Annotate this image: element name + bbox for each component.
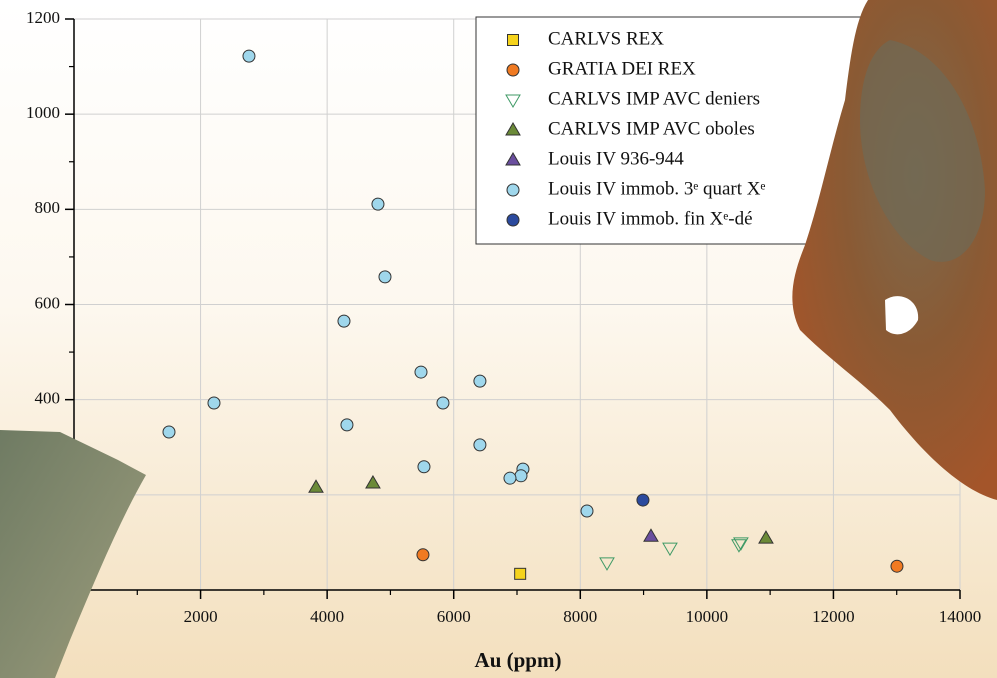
- point: [507, 34, 519, 46]
- point: [414, 365, 428, 379]
- x-axis-title: Au (ppm): [475, 648, 562, 672]
- x-tick-label: 2000: [184, 607, 218, 626]
- coin-relief: [860, 40, 985, 262]
- point: [643, 528, 659, 542]
- point: [417, 460, 431, 474]
- coin-fragment: [0, 430, 146, 678]
- point: [662, 542, 678, 557]
- point: [506, 183, 520, 197]
- x-tick-label: 8000: [563, 607, 597, 626]
- y-tick-label: 600: [35, 293, 61, 312]
- point: [580, 504, 594, 518]
- point: [371, 197, 385, 211]
- coin-hole: [885, 296, 919, 335]
- x-tick-label: 10000: [686, 607, 729, 626]
- y-tick-label: 800: [35, 198, 61, 217]
- point: [733, 537, 749, 551]
- point: [436, 396, 450, 410]
- point: [731, 539, 747, 553]
- legend-label: CARLVS REX: [548, 28, 664, 49]
- point: [514, 567, 527, 580]
- legend-label: GRATIA DEI REX: [548, 58, 696, 79]
- x-tick-label: 14000: [939, 607, 982, 626]
- legend-label: CARLVS IMP AVC deniers: [548, 88, 760, 109]
- point: [506, 63, 520, 77]
- point: [514, 469, 528, 483]
- point: [162, 425, 176, 439]
- legend-label: Louis IV immob. 3ᵉ quart Xᵉ: [548, 178, 765, 199]
- legend-label: Louis IV 936-944: [548, 148, 684, 169]
- point: [505, 152, 521, 166]
- y-tick-label: 1000: [26, 103, 60, 122]
- point: [636, 493, 650, 507]
- point: [242, 49, 256, 63]
- point: [503, 471, 517, 485]
- point: [378, 270, 392, 284]
- point: [337, 314, 351, 328]
- point: [890, 559, 904, 573]
- point: [758, 530, 774, 544]
- point: [365, 474, 381, 489]
- point: [416, 548, 430, 562]
- point: [308, 479, 324, 493]
- x-tick-label: 4000: [310, 607, 344, 626]
- marks: [162, 49, 904, 580]
- legend: CARLVS REX GRATIA DEI REX CARLVS IMP AVC d…: [505, 28, 765, 229]
- y-tick-label: 400: [35, 389, 61, 408]
- legend-label: Louis IV immob. fin Xᵉ-dé: [548, 208, 753, 229]
- point: [473, 374, 487, 388]
- point: [599, 557, 615, 571]
- point: [340, 418, 354, 432]
- y-tick-label: 1200: [26, 8, 60, 27]
- point: [505, 122, 521, 136]
- x-tick-label: 6000: [437, 607, 471, 626]
- point: [506, 213, 520, 227]
- x-tick-label: 12000: [812, 607, 855, 626]
- point: [473, 438, 487, 452]
- point: [505, 94, 521, 108]
- legend-label: CARLVS IMP AVC oboles: [548, 118, 755, 139]
- point: [207, 396, 221, 410]
